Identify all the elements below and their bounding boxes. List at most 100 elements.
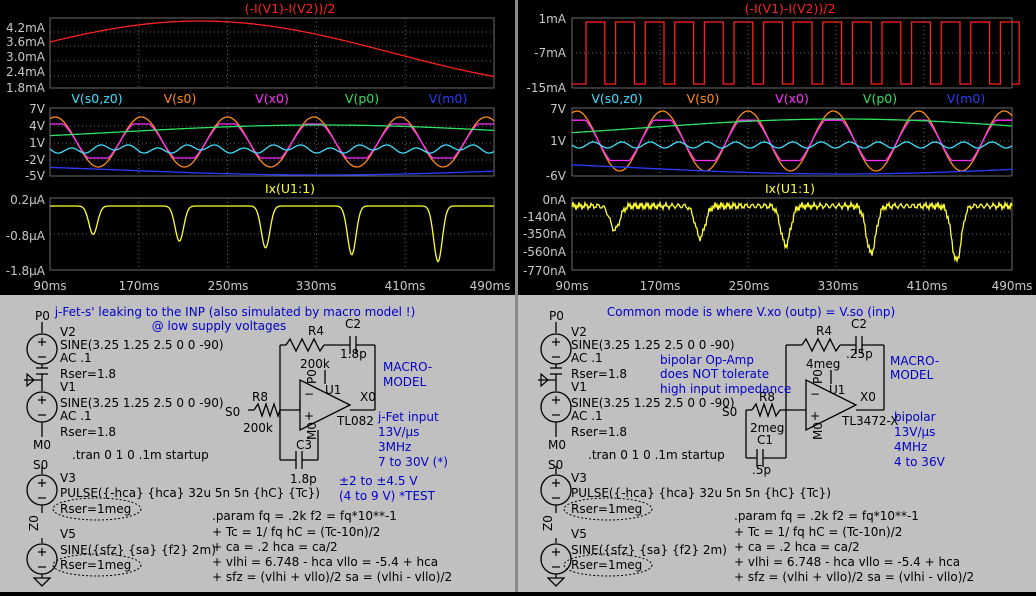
r4-name[interactable]: R4	[308, 324, 324, 338]
source-v5-rser[interactable]: Rser=1meg	[60, 558, 131, 572]
source-v3-rser[interactable]: Rser=1meg	[60, 502, 131, 516]
legend-v-s0-z0[interactable]: V(s0,z0)	[71, 91, 122, 106]
param-line[interactable]: + vlhi = 6.748 - hca vllo = -5.4 + hca	[734, 555, 960, 569]
source-v5-rser[interactable]: Rser=1meg	[571, 558, 642, 572]
source-v5-name[interactable]: V5	[60, 527, 76, 541]
legend-v-m0[interactable]: V(m0)	[947, 91, 985, 106]
source-v1-sine[interactable]: SINE(3.25 1.25 2.5 0 0 -90)	[571, 396, 735, 410]
opamp-triangle-icon[interactable]	[299, 378, 352, 432]
source-v3-pulse[interactable]: PULSE({-hca} {hca} 32u 5n 5n {hC} {Tc})	[571, 486, 831, 500]
source-v2-rser[interactable]: Rser=1.8	[60, 367, 116, 381]
net-label-s0[interactable]: S0	[548, 458, 563, 472]
source-v2-rser[interactable]: Rser=1.8	[571, 367, 627, 381]
legend-v-s0[interactable]: V(s0)	[687, 91, 720, 106]
macro-label-line1[interactable]: MACRO-	[383, 360, 432, 374]
opamp-name[interactable]: U1	[325, 383, 341, 397]
c2-value[interactable]: 1.8p	[340, 347, 367, 361]
param-line[interactable]: + sfz = (vlhi + vllo)/2 sa = (vlhi - vll…	[734, 570, 974, 584]
opamp-part[interactable]: TL3472-X	[841, 414, 899, 428]
source-v2-name[interactable]: V2	[571, 325, 587, 339]
source-v1-rser[interactable]: Rser=1.8	[60, 425, 116, 439]
spec-line[interactable]: bipolar	[894, 410, 936, 424]
r4-value[interactable]: 200k	[300, 357, 330, 371]
pane-divider[interactable]	[515, 0, 518, 295]
r8-value[interactable]: 200k	[243, 421, 273, 435]
source-v5-name[interactable]: V5	[571, 527, 587, 541]
legend-v-p0[interactable]: V(p0)	[863, 91, 897, 106]
source-v1-ac[interactable]: AC .1	[571, 409, 603, 423]
opamp-name[interactable]: U1	[829, 383, 845, 397]
legend-v-m0[interactable]: V(m0)	[429, 91, 467, 106]
net-label-m0[interactable]: M0	[33, 438, 51, 452]
spec-line[interactable]: j-Fet input	[377, 410, 439, 424]
source-v1-sine[interactable]: SINE(3.25 1.25 2.5 0 0 -90)	[60, 396, 224, 410]
source-v1-ac[interactable]: AC .1	[60, 409, 92, 423]
source-v5-sine[interactable]: SINE({sfz} {sa} {f2} 2m)	[60, 543, 216, 557]
right-ix-plot-title[interactable]: Ix(U1:1)	[765, 181, 815, 196]
source-v5-sine[interactable]: SINE({sfz} {sa} {f2} 2m)	[571, 543, 727, 557]
note-line[interactable]: does NOT tolerate	[660, 367, 769, 381]
r4-name[interactable]: R4	[816, 324, 832, 338]
r8-name[interactable]: R8	[252, 390, 268, 404]
param-line[interactable]: .param fq = .2k f2 = fq*10**-1	[212, 509, 397, 523]
c2-name[interactable]: C2	[851, 317, 867, 331]
param-line[interactable]: .param fq = .2k f2 = fq*10**-1	[734, 509, 919, 523]
schematic-title[interactable]: Common mode is where V.xo (outp) = V.so …	[607, 305, 895, 319]
r4-value[interactable]: 4meg	[806, 357, 840, 371]
net-label-m0[interactable]: M0	[305, 422, 319, 440]
net-label-s0[interactable]: S0	[722, 405, 737, 419]
opamp-triangle-icon[interactable]	[805, 378, 858, 432]
r8-value[interactable]: 2meg	[750, 421, 784, 435]
source-v2-sine[interactable]: SINE(3.25 1.25 2.5 0 0 -90)	[571, 338, 735, 352]
source-v1-rser[interactable]: Rser=1.8	[571, 425, 627, 439]
source-v3-name[interactable]: V3	[571, 471, 587, 485]
left-ix-plot-title[interactable]: Ix(U1:1)	[265, 181, 315, 196]
source-v2-name[interactable]: V2	[60, 325, 76, 339]
net-label-s0[interactable]: S0	[225, 405, 240, 419]
net-label-x0[interactable]: X0	[860, 390, 876, 404]
macro-label-line2[interactable]: MODEL	[383, 375, 427, 389]
net-label-p0[interactable]: P0	[305, 369, 319, 384]
param-line[interactable]: + vlhi = 6.748 - hca vllo = -5.4 + hca	[212, 555, 438, 569]
c2-name[interactable]: C2	[345, 317, 361, 331]
spec-line[interactable]: 4 to 36V	[894, 455, 946, 469]
macro-label-line1[interactable]: MACRO-	[890, 354, 939, 368]
supply-range-line1[interactable]: ±2 to ±4.5 V	[339, 474, 418, 488]
spec-line[interactable]: 13V/µs	[378, 425, 419, 439]
net-label-m0[interactable]: M0	[811, 422, 825, 440]
net-label-s0[interactable]: S0	[33, 458, 48, 472]
spec-line[interactable]: 13V/µs	[894, 425, 935, 439]
net-label-z0[interactable]: Z0	[541, 515, 555, 531]
source-v2-ac[interactable]: AC .1	[60, 351, 92, 365]
r8-name[interactable]: R8	[759, 390, 775, 404]
schematic-subtitle[interactable]: @ low supply voltages	[152, 319, 287, 333]
net-label-z0[interactable]: Z0	[27, 515, 41, 531]
source-v1-name[interactable]: V1	[60, 380, 76, 394]
legend-v-s0-z0[interactable]: V(s0,z0)	[591, 91, 642, 106]
legend-v-x0[interactable]: V(x0)	[255, 91, 289, 106]
c3-name[interactable]: C3	[296, 438, 312, 452]
note-line[interactable]: high input impedance	[660, 382, 791, 396]
schematic-title[interactable]: j-Fet-s' leaking to the INP (also simula…	[54, 305, 416, 319]
c2-value[interactable]: .25p	[846, 347, 873, 361]
spec-line[interactable]: 7 to 30V (*)	[378, 455, 448, 469]
legend-v-x0[interactable]: V(x0)	[775, 91, 809, 106]
right-current-plot-title[interactable]: (-I(V1)-I(V2))/2	[745, 1, 836, 16]
macro-label-line2[interactable]: MODEL	[890, 368, 934, 382]
net-label-p0[interactable]: P0	[549, 309, 564, 323]
c1-value[interactable]: .5p	[752, 463, 771, 477]
source-v3-rser[interactable]: Rser=1meg	[571, 502, 642, 516]
c1-name[interactable]: C1	[757, 433, 773, 447]
param-line[interactable]: + ca = .2 hca = ca/2	[734, 540, 860, 554]
legend-v-p0[interactable]: V(p0)	[345, 91, 379, 106]
legend-v-s0[interactable]: V(s0)	[164, 91, 197, 106]
spec-line[interactable]: 4MHz	[894, 440, 927, 454]
source-v3-name[interactable]: V3	[60, 471, 76, 485]
c3-value[interactable]: 1.8p	[290, 472, 317, 486]
net-label-m0[interactable]: M0	[548, 438, 566, 452]
left-current-plot-title[interactable]: (-I(V1)-I(V2))/2	[245, 1, 336, 16]
source-v1-name[interactable]: V1	[571, 380, 587, 394]
param-line[interactable]: + Tc = 1/ fq hC = (Tc-10n)/2	[734, 525, 902, 539]
source-v2-ac[interactable]: AC .1	[571, 351, 603, 365]
note-line[interactable]: bipolar Op-Amp	[660, 353, 754, 367]
